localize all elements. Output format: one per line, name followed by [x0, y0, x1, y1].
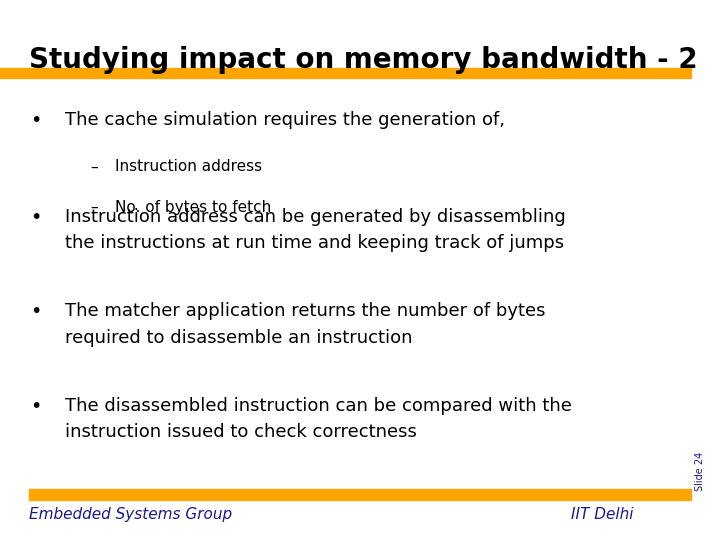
Text: •: • — [30, 208, 42, 227]
Text: Studying impact on memory bandwidth - 2: Studying impact on memory bandwidth - 2 — [29, 46, 698, 74]
Text: No. of bytes to fetch: No. of bytes to fetch — [115, 200, 271, 215]
Text: –: – — [90, 159, 97, 174]
Text: Embedded Systems Group: Embedded Systems Group — [29, 507, 232, 522]
Text: IIT Delhi: IIT Delhi — [571, 507, 634, 522]
Text: The cache simulation requires the generation of,: The cache simulation requires the genera… — [65, 111, 505, 129]
Text: •: • — [30, 111, 42, 130]
Text: The disassembled instruction can be compared with the
instruction issued to chec: The disassembled instruction can be comp… — [65, 397, 572, 441]
Bar — [0, 68, 691, 78]
Text: •: • — [30, 397, 42, 416]
Text: The matcher application returns the number of bytes
required to disassemble an i: The matcher application returns the numb… — [65, 302, 545, 347]
Text: Instruction address can be generated by disassembling
the instructions at run ti: Instruction address can be generated by … — [65, 208, 565, 252]
Bar — [29, 489, 691, 500]
Text: Slide 24: Slide 24 — [695, 452, 705, 491]
Text: Instruction address: Instruction address — [115, 159, 262, 174]
Text: •: • — [30, 302, 42, 321]
Text: –: – — [90, 200, 97, 215]
